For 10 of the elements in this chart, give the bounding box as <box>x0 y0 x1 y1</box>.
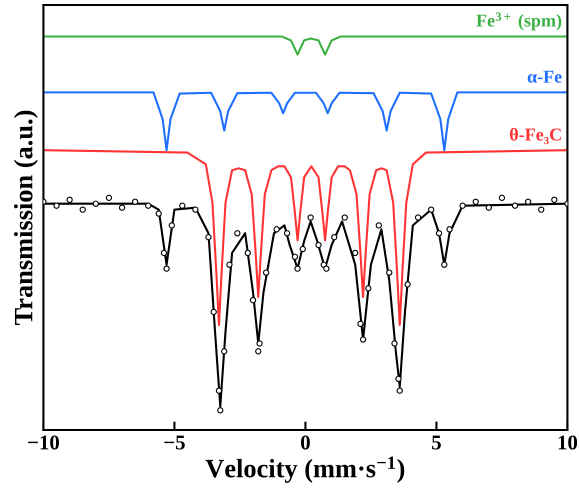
x-tick-label: 10 <box>558 435 578 450</box>
series-label: α-Fe <box>528 70 562 83</box>
series-label: Fe$^{3+}$ (spm) <box>476 12 562 30</box>
x-tick-label: 5 <box>432 436 441 450</box>
x-tick-label: −10 <box>28 435 59 450</box>
y-axis-title: Transmission (a.u.) <box>14 110 38 325</box>
x-tick-label: 0 <box>301 435 310 450</box>
x-axis-title: Velocity (mm·s$^{−1}$) <box>206 456 404 483</box>
x-tick-label: −5 <box>164 436 185 450</box>
series-label: θ-Fe₃C <box>510 128 561 144</box>
